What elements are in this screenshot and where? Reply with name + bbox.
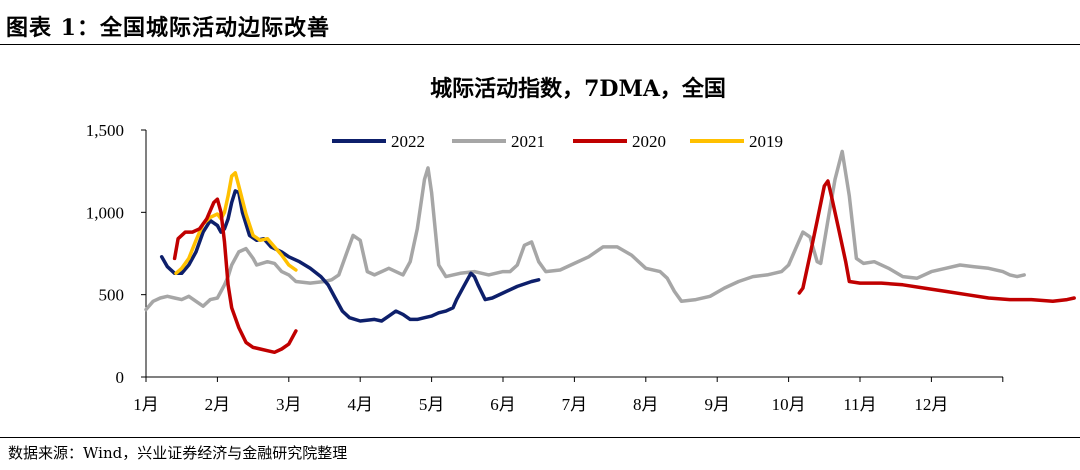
line-chart: 城际活动指数，7DMA，全国 0 500 1,000 1,500 1月 2月 3月 4月 5月 6… bbox=[86, 76, 1076, 414]
x-tick-label: 1月 bbox=[133, 395, 159, 414]
x-tick-label: 4月 bbox=[347, 395, 373, 414]
x-tick-label: 5月 bbox=[419, 395, 445, 414]
chart-series bbox=[144, 149, 1076, 355]
x-tick-label: 11月 bbox=[843, 395, 876, 414]
series-line-2022 bbox=[159, 189, 541, 323]
y-tick-label: 500 bbox=[99, 286, 125, 305]
legend-label-2019: 2019 bbox=[749, 132, 783, 151]
series-line-2019 bbox=[174, 171, 298, 276]
caption-rule bbox=[0, 44, 1080, 45]
source-rule bbox=[0, 437, 1080, 438]
legend-label-2021: 2021 bbox=[511, 132, 545, 151]
legend-label-2022: 2022 bbox=[391, 132, 425, 151]
series-line-2020 bbox=[797, 179, 1076, 304]
chart-legend: 2022 2021 2020 2019 bbox=[332, 132, 783, 151]
y-tick-label: 1,000 bbox=[86, 203, 124, 222]
x-tick-label: 6月 bbox=[490, 395, 516, 414]
source-note: 数据来源：Wind，兴业证券经济与金融研究院整理 bbox=[8, 444, 348, 462]
x-tick-label: 9月 bbox=[704, 395, 730, 414]
y-tick-label: 1,500 bbox=[86, 121, 124, 140]
figure-caption: 图表 1：全国城际活动边际改善 bbox=[6, 15, 330, 41]
series-line-2020 bbox=[172, 197, 298, 355]
x-tick-label: 12月 bbox=[914, 395, 948, 414]
x-tick-label: 8月 bbox=[633, 395, 659, 414]
chart-axes: 0 500 1,000 1,500 1月 2月 3月 4月 5月 6月 7月 8月 9月 10月 11月 12… bbox=[86, 121, 1004, 414]
x-tick-label: 3月 bbox=[276, 395, 302, 414]
legend-label-2020: 2020 bbox=[632, 132, 666, 151]
x-tick-label: 2月 bbox=[205, 395, 231, 414]
x-tick-label: 10月 bbox=[772, 395, 806, 414]
chart-title: 城际活动指数，7DMA，全国 bbox=[430, 76, 726, 102]
x-tick-label: 7月 bbox=[562, 395, 588, 414]
y-tick-label: 0 bbox=[116, 368, 125, 387]
series-line-2021 bbox=[144, 149, 1026, 312]
